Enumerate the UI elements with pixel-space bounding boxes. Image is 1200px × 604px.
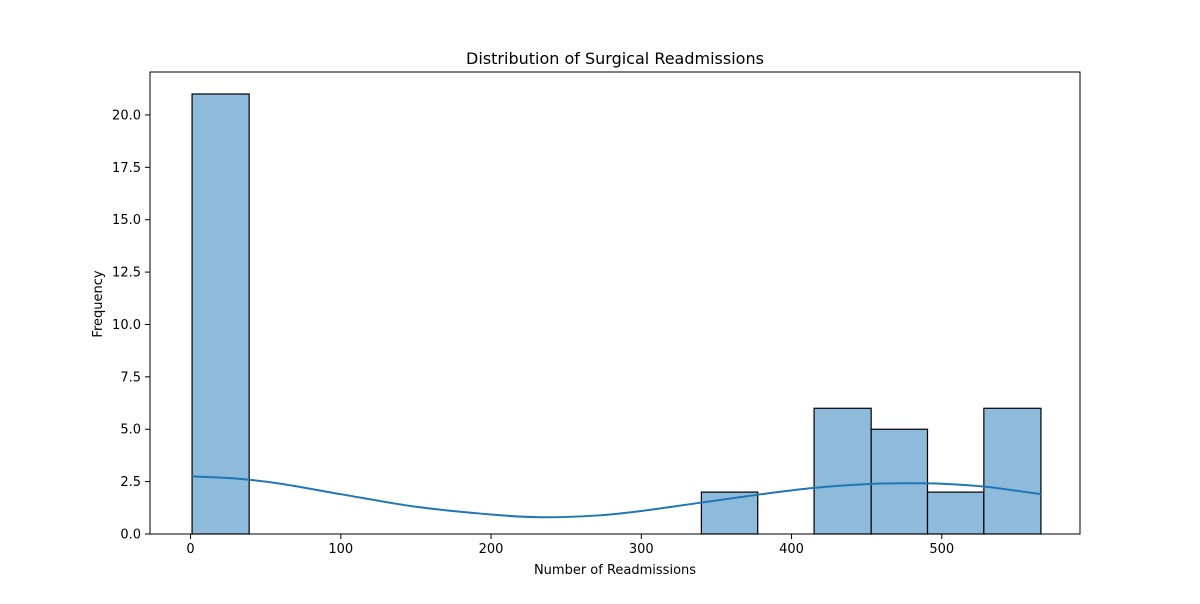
y-tick-label: 15.0 [112, 213, 141, 228]
x-axis-label: Number of Readmissions [534, 563, 696, 578]
y-tick-label: 7.5 [120, 370, 141, 385]
kde-curve [192, 475, 1042, 519]
plot-frame [149, 71, 1081, 535]
x-tick-label: 200 [479, 542, 504, 557]
histogram-bar-0 [191, 93, 250, 535]
kde-layer [192, 475, 1042, 519]
y-tick-label: 10.0 [112, 318, 141, 333]
histogram-bar-12 [870, 428, 929, 535]
x-tick-label: 100 [328, 542, 353, 557]
y-tick-label: 2.5 [120, 475, 141, 490]
bars-layer [191, 93, 1042, 535]
histogram-bar-11 [813, 407, 872, 535]
x-tick-label: 300 [629, 542, 654, 557]
x-tick-label: 400 [779, 542, 804, 557]
y-tick-label: 17.5 [112, 161, 141, 176]
y-tick-label: 0.0 [120, 528, 141, 543]
y-tick-label: 12.5 [112, 266, 141, 281]
chart-title: Distribution of Surgical Readmissions [466, 49, 764, 68]
histogram-bar-14 [983, 407, 1042, 535]
x-tick-label: 0 [186, 542, 194, 557]
y-tick-label: 20.0 [112, 108, 141, 123]
histogram-bar-13 [926, 491, 985, 535]
ticks-layer: 0 100 200 300 400 500 0.0 2.5 5.0 7.5 10.0 12.5 15.0… [112, 108, 954, 557]
y-axis-label: Frequency [91, 270, 106, 337]
y-tick-label: 5.0 [120, 423, 141, 438]
x-tick-label: 500 [929, 542, 954, 557]
